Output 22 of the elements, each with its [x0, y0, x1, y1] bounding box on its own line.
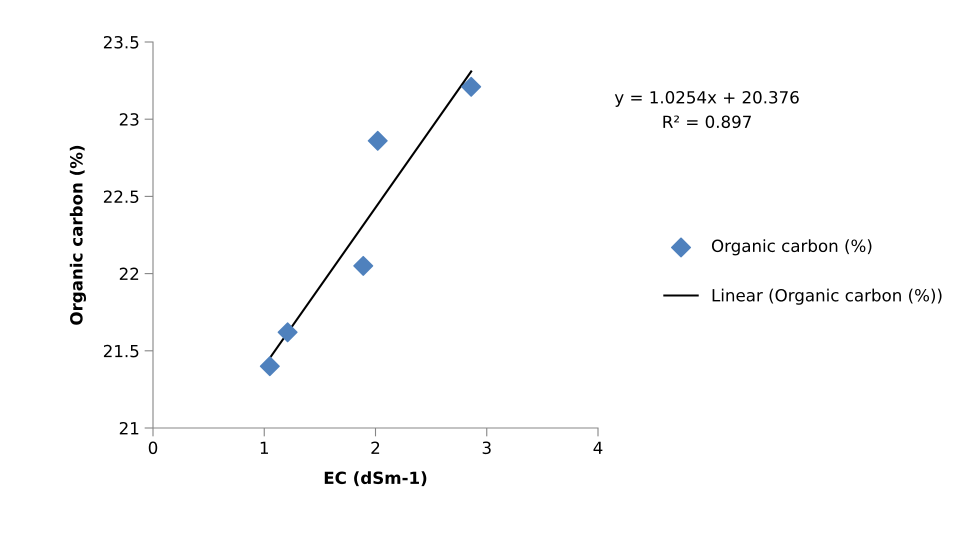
x-tick-label: 1	[260, 442, 268, 454]
y-tick-label: 23.5	[104, 36, 138, 49]
point	[260, 356, 280, 376]
text: y = 1.0254x + 20.376	[614, 90, 799, 107]
x-axis-title: EC (dSm-1)	[324, 471, 426, 486]
y-axis-title: Organic carbon (%)	[70, 146, 86, 325]
point	[353, 256, 374, 276]
x-tick-label: 0	[148, 441, 158, 454]
x-tick-label: 2	[371, 441, 380, 454]
legend-label: Linear (Organic carbon (%))	[712, 288, 942, 305]
y-tick-label: 22.5	[104, 190, 138, 203]
point	[461, 76, 482, 97]
x-tick-label: 3	[482, 441, 491, 454]
point	[368, 130, 388, 151]
y-tick-label: 23	[120, 113, 138, 126]
y-tick-label: 22	[120, 268, 138, 280]
y-tick-label: 21	[120, 422, 138, 434]
x-tick-label: 4	[594, 442, 602, 454]
y-tick-label: 21.5	[104, 344, 138, 358]
legend-label: Organic carbon (%)	[712, 239, 872, 256]
point	[278, 322, 298, 342]
text: R² = 0.897	[663, 115, 751, 128]
